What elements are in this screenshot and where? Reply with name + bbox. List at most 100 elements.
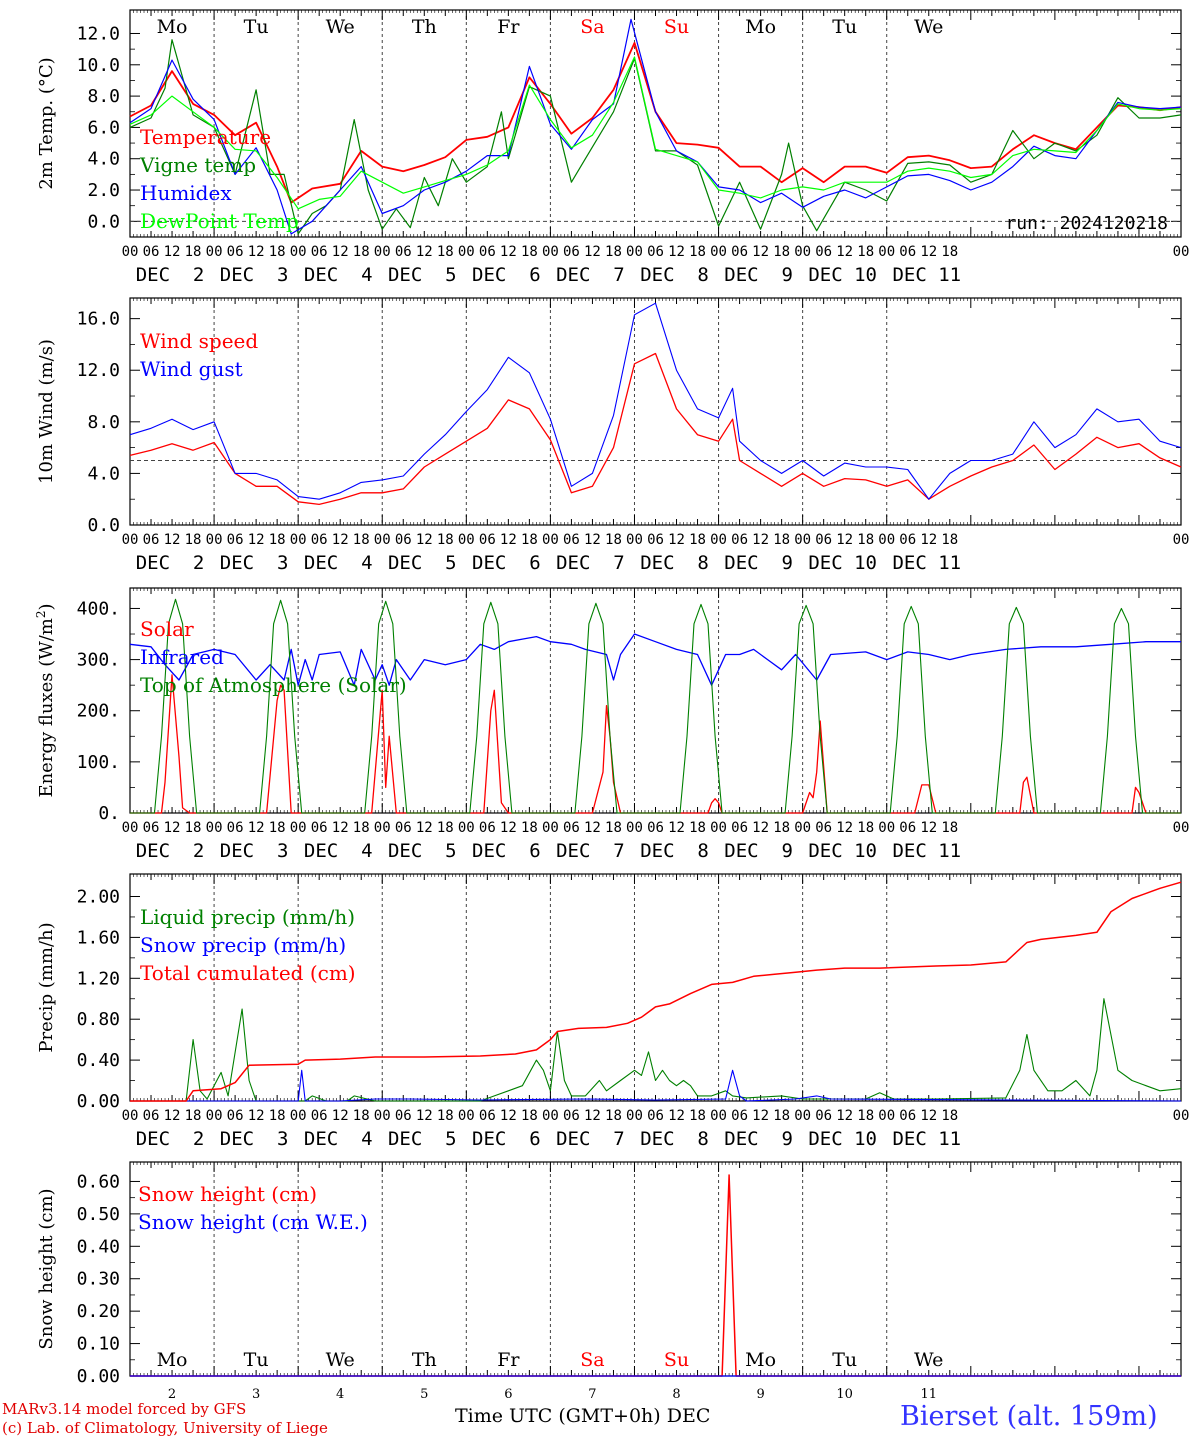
y-tick-label: 2.0 xyxy=(87,180,120,201)
hour-tick-label: 06 xyxy=(227,532,244,548)
hour-tick-label: 18 xyxy=(353,1108,370,1124)
hour-tick-label: 12 xyxy=(920,820,937,836)
hour-tick-label: 18 xyxy=(185,1108,202,1124)
hour-tick-label: 12 xyxy=(584,1108,601,1124)
y-tick-label: 400. xyxy=(77,598,120,619)
hour-tick-label: 06 xyxy=(395,1108,412,1124)
hour-tick-label: 00 xyxy=(878,820,895,836)
hour-tick-label: 00 xyxy=(458,1108,475,1124)
day-of-week-label: Th xyxy=(412,16,437,38)
legend-entry: Infrared xyxy=(140,645,224,669)
day-of-week-label: We xyxy=(326,16,355,38)
hour-tick-label: 00 xyxy=(122,1108,139,1124)
y-tick-label: 0.00 xyxy=(77,1366,120,1387)
hour-tick-label: 12 xyxy=(332,1108,349,1124)
day-number-label: 7 xyxy=(588,1387,596,1402)
hour-tick-label: 06 xyxy=(731,820,748,836)
legend-entry: Top of Atmosphere (Solar) xyxy=(140,673,407,697)
hour-tick-label: 18 xyxy=(269,1108,286,1124)
date-label: DEC 4 xyxy=(304,264,373,286)
hour-tick-label: 18 xyxy=(857,532,874,548)
hour-tick-label: 00 xyxy=(1173,244,1190,260)
hour-tick-label: 06 xyxy=(311,532,328,548)
series-line-temperature xyxy=(129,42,1182,204)
date-label: DEC 2 xyxy=(136,552,205,574)
hour-tick-label: 06 xyxy=(563,244,580,260)
hour-tick-label: 00 xyxy=(1173,532,1190,548)
y-tick-label: 0.30 xyxy=(77,1269,120,1290)
hour-tick-label: 00 xyxy=(374,532,391,548)
hour-tick-label: 00 xyxy=(626,820,643,836)
day-of-week-label: Su xyxy=(664,1349,689,1371)
hour-tick-label: 06 xyxy=(227,1108,244,1124)
hour-tick-label: 18 xyxy=(857,820,874,836)
series-line-wind-gust xyxy=(129,302,1182,500)
hour-tick-label: 18 xyxy=(437,820,454,836)
y-axis-label: 2m Temp. (°C) xyxy=(36,57,57,189)
legend-entry: Snow precip (mm/h) xyxy=(140,933,346,957)
date-label: DEC 4 xyxy=(304,552,373,574)
hour-tick-label: 00 xyxy=(206,532,223,548)
hour-tick-label: 12 xyxy=(584,532,601,548)
date-label: DEC 10 xyxy=(808,840,877,862)
hour-tick-label: 00 xyxy=(122,532,139,548)
day-number-label: 3 xyxy=(252,1387,260,1402)
hour-tick-label: 00 xyxy=(458,244,475,260)
hour-tick-label: 00 xyxy=(206,1108,223,1124)
date-label: DEC 4 xyxy=(304,1128,373,1150)
date-label: DEC 11 xyxy=(892,840,961,862)
plot-frame xyxy=(129,297,1182,526)
hour-tick-label: 12 xyxy=(332,532,349,548)
date-label: DEC 7 xyxy=(556,840,625,862)
y-tick-label: 0.80 xyxy=(77,1009,120,1030)
legend-entry: DewPoint Temp xyxy=(140,209,299,233)
hour-tick-label: 06 xyxy=(731,1108,748,1124)
hour-tick-label: 00 xyxy=(542,1108,559,1124)
hour-tick-label: 12 xyxy=(668,532,685,548)
date-label: DEC 8 xyxy=(640,264,709,286)
y-tick-label: 8.0 xyxy=(87,412,120,433)
legend-entry: Snow height (cm) xyxy=(138,1182,317,1206)
hour-tick-label: 18 xyxy=(353,532,370,548)
hour-tick-label: 06 xyxy=(143,820,160,836)
hour-tick-label: 00 xyxy=(626,532,643,548)
y-tick-label: 100. xyxy=(77,752,120,773)
date-label: DEC 4 xyxy=(304,840,373,862)
day-number-label: 10 xyxy=(836,1387,853,1402)
series-line-wind-speed xyxy=(129,352,1182,506)
hour-tick-label: 12 xyxy=(248,820,265,836)
hour-tick-label: 12 xyxy=(248,244,265,260)
hour-tick-label: 00 xyxy=(374,244,391,260)
hour-tick-label: 00 xyxy=(878,1108,895,1124)
day-of-week-label: Tu xyxy=(832,1349,857,1371)
hour-tick-label: 00 xyxy=(710,532,727,548)
hour-tick-label: 12 xyxy=(836,532,853,548)
y-tick-label: 8.0 xyxy=(87,86,120,107)
date-label: DEC 6 xyxy=(472,552,541,574)
date-label: DEC 3 xyxy=(220,552,289,574)
hour-tick-label: 00 xyxy=(794,820,811,836)
y-axis-label: Energy fluxes (W/m2) xyxy=(34,603,57,797)
hour-tick-label: 00 xyxy=(458,532,475,548)
day-of-week-label: Mo xyxy=(157,16,188,38)
hour-tick-label: 12 xyxy=(752,532,769,548)
hour-tick-label: 06 xyxy=(227,244,244,260)
date-label: DEC 5 xyxy=(388,1128,457,1150)
hour-tick-label: 12 xyxy=(164,820,181,836)
hour-tick-label: 00 xyxy=(542,532,559,548)
hour-tick-label: 06 xyxy=(899,1108,916,1124)
panel-3: 0. 100. 200. 300. 400. Energy fluxes (W/m2) So… xyxy=(34,587,1189,862)
hour-tick-label: 12 xyxy=(920,1108,937,1124)
legend-entry: Total cumulated (cm) xyxy=(140,961,356,985)
y-tick-label: 0.40 xyxy=(77,1236,120,1257)
hour-tick-label: 06 xyxy=(227,820,244,836)
date-label: DEC 10 xyxy=(808,1128,877,1150)
y-tick-label: 10.0 xyxy=(77,55,120,76)
hour-tick-label: 12 xyxy=(332,244,349,260)
hour-tick-label: 12 xyxy=(164,244,181,260)
hour-tick-label: 00 xyxy=(290,820,307,836)
hour-tick-label: 12 xyxy=(836,1108,853,1124)
date-label: DEC 6 xyxy=(472,264,541,286)
hour-tick-label: 18 xyxy=(269,820,286,836)
